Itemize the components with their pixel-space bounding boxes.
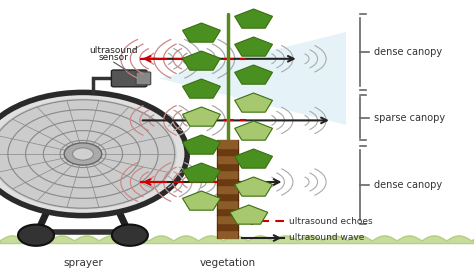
Polygon shape: [182, 107, 220, 126]
Circle shape: [18, 225, 54, 246]
Text: sparse canopy: sparse canopy: [374, 113, 446, 123]
Text: vegetation: vegetation: [200, 258, 255, 268]
Polygon shape: [235, 149, 273, 168]
Polygon shape: [235, 37, 273, 56]
Polygon shape: [182, 191, 220, 210]
Polygon shape: [182, 51, 220, 70]
Polygon shape: [235, 121, 273, 140]
Polygon shape: [182, 23, 220, 42]
Polygon shape: [159, 32, 346, 125]
Text: ultrasound echoes: ultrasound echoes: [289, 217, 373, 226]
FancyBboxPatch shape: [136, 72, 151, 85]
Text: sensor: sensor: [99, 53, 129, 62]
Polygon shape: [235, 65, 273, 84]
Text: ultrasound: ultrasound: [90, 46, 138, 55]
Polygon shape: [182, 163, 220, 182]
Text: dense canopy: dense canopy: [374, 180, 443, 190]
Polygon shape: [235, 9, 273, 28]
Text: ultrasound wave: ultrasound wave: [289, 234, 365, 242]
Text: sprayer: sprayer: [63, 258, 103, 268]
Polygon shape: [235, 93, 273, 112]
Polygon shape: [230, 205, 268, 224]
Circle shape: [64, 143, 102, 165]
Polygon shape: [182, 135, 220, 154]
Circle shape: [0, 92, 187, 216]
Text: dense canopy: dense canopy: [374, 47, 443, 57]
Circle shape: [112, 225, 148, 246]
Circle shape: [73, 148, 93, 160]
FancyBboxPatch shape: [111, 70, 147, 87]
Polygon shape: [235, 177, 273, 196]
Circle shape: [0, 99, 177, 209]
Polygon shape: [182, 79, 220, 98]
